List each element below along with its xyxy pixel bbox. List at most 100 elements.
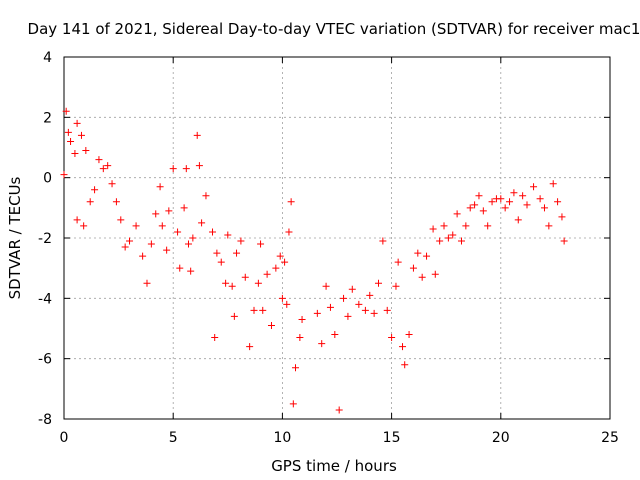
data-point xyxy=(187,267,195,275)
data-point xyxy=(418,273,426,281)
data-point xyxy=(449,231,457,239)
data-point xyxy=(281,258,289,266)
data-point xyxy=(86,198,94,206)
data-point xyxy=(374,279,382,287)
data-point xyxy=(344,312,352,320)
data-point xyxy=(394,258,402,266)
data-point xyxy=(143,279,151,287)
data-point xyxy=(501,204,509,212)
data-point xyxy=(399,343,407,351)
data-point xyxy=(283,300,291,308)
data-point xyxy=(64,128,72,136)
data-point xyxy=(82,147,90,155)
data-point xyxy=(73,216,81,224)
data-point xyxy=(340,294,348,302)
data-point xyxy=(444,234,452,242)
data-point xyxy=(370,309,378,317)
data-point xyxy=(156,183,164,191)
data-point xyxy=(147,240,155,248)
y-tick-label: -6 xyxy=(38,352,52,368)
data-point xyxy=(457,237,465,245)
data-point xyxy=(409,264,417,272)
data-point xyxy=(176,264,184,272)
data-point xyxy=(184,240,192,248)
data-point xyxy=(298,315,306,323)
data-point xyxy=(139,252,147,260)
x-tick-label: 10 xyxy=(273,430,291,446)
data-point xyxy=(326,303,334,311)
data-point xyxy=(257,240,265,248)
data-point xyxy=(80,222,88,230)
data-point xyxy=(71,150,79,158)
data-point xyxy=(549,180,557,188)
axis-ticks: 0 5 10 15 20 25 -8 -6 -4 -2 0 2 4 xyxy=(38,50,619,446)
data-point xyxy=(392,282,400,290)
data-point xyxy=(519,192,527,200)
chart-title: Day 141 of 2021, Sidereal Day-to-day VTE… xyxy=(28,20,640,38)
data-point xyxy=(202,192,210,200)
y-tick-label: -8 xyxy=(38,412,52,428)
data-point xyxy=(246,343,254,351)
data-point xyxy=(152,210,160,218)
data-point xyxy=(383,306,391,314)
data-point xyxy=(62,107,70,115)
data-point xyxy=(195,162,203,170)
y-tick-label: 2 xyxy=(43,110,52,126)
data-point xyxy=(254,279,262,287)
data-point xyxy=(510,189,518,197)
data-point xyxy=(108,180,116,188)
data-point xyxy=(241,273,249,281)
data-point xyxy=(366,291,374,299)
data-point xyxy=(453,210,461,218)
data-point xyxy=(182,165,190,173)
data-point xyxy=(423,252,431,260)
data-point xyxy=(506,198,514,206)
data-point xyxy=(479,207,487,215)
data-point xyxy=(401,361,409,369)
data-point xyxy=(99,165,107,173)
data-points xyxy=(60,107,568,414)
data-point xyxy=(169,165,177,173)
data-point xyxy=(355,300,363,308)
data-point xyxy=(117,216,125,224)
data-point xyxy=(292,364,300,372)
data-point xyxy=(77,131,85,139)
data-point xyxy=(318,340,326,348)
x-tick-label: 15 xyxy=(383,430,401,446)
data-point xyxy=(211,334,219,342)
data-point xyxy=(348,285,356,293)
x-tick-label: 5 xyxy=(169,430,178,446)
data-point xyxy=(471,201,479,209)
data-point xyxy=(228,282,236,290)
data-point xyxy=(158,222,166,230)
data-point xyxy=(67,137,75,145)
data-point xyxy=(331,331,339,339)
data-point xyxy=(530,183,538,191)
data-point xyxy=(514,216,522,224)
y-tick-label: -2 xyxy=(38,231,52,247)
data-point xyxy=(217,258,225,266)
data-point xyxy=(287,198,295,206)
data-point xyxy=(335,406,343,414)
x-tick-label: 20 xyxy=(492,430,510,446)
data-point xyxy=(278,294,286,302)
y-axis-label: SDTVAR / TECUs xyxy=(6,176,24,299)
data-point xyxy=(475,192,483,200)
data-point xyxy=(379,237,387,245)
data-point xyxy=(198,219,206,227)
data-point xyxy=(484,222,492,230)
data-point xyxy=(554,198,562,206)
y-tick-label: 4 xyxy=(43,50,52,66)
data-point xyxy=(405,331,413,339)
grid-lines xyxy=(64,57,610,419)
data-point xyxy=(388,334,396,342)
data-point xyxy=(126,237,134,245)
data-point xyxy=(95,156,103,164)
data-point xyxy=(436,237,444,245)
data-point xyxy=(429,225,437,233)
data-point xyxy=(285,228,293,236)
data-point xyxy=(545,222,553,230)
data-point xyxy=(267,321,275,329)
data-point xyxy=(73,119,81,127)
